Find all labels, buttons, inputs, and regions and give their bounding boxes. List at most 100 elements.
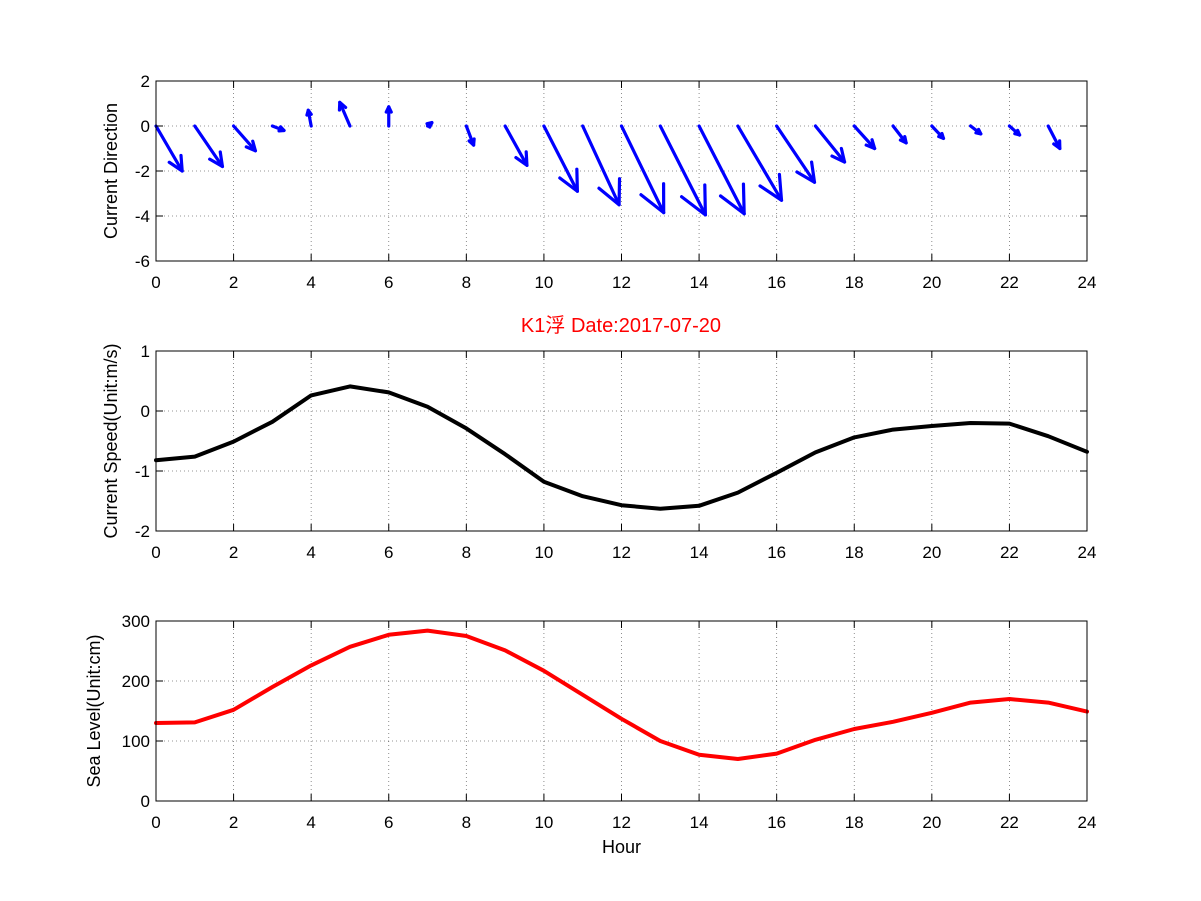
direction-y-axis-label: Current Direction — [101, 103, 121, 239]
direction-arrow — [813, 124, 847, 164]
direction-arrow — [658, 124, 707, 217]
direction-arrow-shaft — [736, 124, 784, 202]
direction-arrow — [852, 124, 877, 151]
direction-arrow — [775, 124, 817, 184]
speed-x-tick-label: 18 — [845, 543, 864, 562]
direction-arrow-shaft — [619, 124, 666, 215]
direction-arrow-head — [1052, 139, 1062, 151]
speed-plot-area — [156, 351, 1087, 531]
direction-x-tick-label: 24 — [1078, 273, 1097, 292]
direction-arrow — [384, 105, 393, 128]
speed-x-tick-label: 10 — [534, 543, 553, 562]
direction-arrow-shaft — [813, 124, 847, 164]
direction-x-tick-label: 0 — [151, 273, 160, 292]
direction-arrow-head — [467, 137, 476, 147]
direction-y-tick-label: -6 — [135, 252, 150, 271]
direction-arrow — [464, 124, 476, 147]
direction-x-tick-label: 6 — [384, 273, 393, 292]
direction-arrow-head — [758, 172, 784, 202]
direction-arrow-shaft — [231, 124, 258, 153]
speed-x-tick-label: 8 — [462, 543, 471, 562]
direction-arrow-head — [384, 105, 393, 114]
direction-x-tick-label: 10 — [534, 273, 553, 292]
direction-arrow-head — [277, 125, 286, 133]
direction-y-tick-label: 2 — [141, 72, 150, 91]
direction-plot-area — [156, 81, 1087, 261]
sea-level-x-tick-label: 14 — [690, 813, 709, 832]
speed-x-tick-label: 6 — [384, 543, 393, 562]
speed-y-axis-label: Current Speed(Unit:m/s) — [101, 343, 121, 538]
speed-x-tick-label: 16 — [767, 543, 786, 562]
direction-arrow-head — [937, 131, 946, 140]
speed-x-tick-label: 22 — [1000, 543, 1019, 562]
direction-arrow — [337, 100, 352, 128]
direction-x-tick-label: 16 — [767, 273, 786, 292]
sea-level-y-axis-label: Sea Level(Unit:cm) — [84, 634, 104, 787]
direction-x-tick-label: 22 — [1000, 273, 1019, 292]
sea-level-y-tick-label: 300 — [122, 612, 150, 631]
direction-arrow-head — [830, 146, 847, 164]
direction-arrow — [193, 124, 225, 169]
direction-arrow-shaft — [697, 124, 746, 216]
direction-arrow-head — [1013, 128, 1022, 137]
direction-y-tick-label: -4 — [135, 207, 150, 226]
speed-series-line — [154, 384, 1089, 511]
direction-arrow — [1046, 124, 1062, 151]
direction-arrow-shaft — [775, 124, 817, 184]
direction-arrow-shaft — [503, 124, 529, 167]
direction-arrow — [581, 124, 622, 207]
sea-level-y-tick-label: 200 — [122, 672, 150, 691]
sea-level-x-tick-label: 10 — [534, 813, 553, 832]
speed-x-tick-label: 14 — [690, 543, 709, 562]
direction-arrow-head — [337, 100, 348, 112]
sea-level-x-tick-label: 16 — [767, 813, 786, 832]
direction-arrow-shaft — [581, 124, 621, 207]
sea-level-y-tick-label: 100 — [122, 732, 150, 751]
direction-arrow — [969, 124, 983, 136]
sea-level-series-line — [154, 628, 1089, 761]
direction-arrow — [736, 124, 784, 202]
direction-x-tick-label: 14 — [690, 273, 709, 292]
direction-arrow-shaft — [154, 124, 184, 173]
sea-level-x-tick-label: 20 — [922, 813, 941, 832]
direction-arrow — [1007, 124, 1022, 137]
speed-x-tick-label: 24 — [1078, 543, 1097, 562]
sea-level-x-tick-label: 6 — [384, 813, 393, 832]
direction-arrow — [542, 124, 579, 193]
direction-arrow-head — [305, 108, 313, 117]
direction-x-tick-label: 12 — [612, 273, 631, 292]
sea-level-x-tick-label: 12 — [612, 813, 631, 832]
direction-x-tick-label: 2 — [229, 273, 238, 292]
sea-level-x-tick-label: 24 — [1078, 813, 1097, 832]
direction-arrow — [930, 124, 946, 140]
direction-arrow — [503, 124, 529, 167]
direction-arrow-head — [639, 182, 666, 215]
direction-arrow-head — [974, 127, 983, 136]
direction-arrow-head — [208, 150, 225, 169]
speed-y-tick-label: -2 — [135, 522, 150, 541]
direction-arrow-head — [514, 150, 529, 167]
direction-arrow-shaft — [852, 124, 877, 151]
direction-arrow — [231, 124, 258, 153]
direction-arrow — [425, 121, 434, 129]
figure-title: K1浮 Date:2017-07-20 — [521, 314, 721, 337]
sea-level-x-tick-label: 18 — [845, 813, 864, 832]
direction-arrow-head — [898, 135, 908, 145]
direction-arrow-shaft — [658, 124, 707, 217]
speed-x-tick-label: 0 — [151, 543, 160, 562]
direction-arrow-shaft — [1046, 124, 1062, 151]
direction-arrow-head — [558, 167, 579, 193]
direction-x-tick-label: 20 — [922, 273, 941, 292]
direction-y-tick-label: -2 — [135, 162, 150, 181]
speed-y-tick-label: -1 — [135, 462, 150, 481]
direction-arrow-shaft — [193, 124, 225, 169]
sea-level-x-tick-label: 0 — [151, 813, 160, 832]
sea-level-x-tick-label: 2 — [229, 813, 238, 832]
direction-x-tick-label: 4 — [306, 273, 315, 292]
direction-arrow-head — [718, 182, 746, 216]
sea-level-x-tick-label: 4 — [306, 813, 315, 832]
